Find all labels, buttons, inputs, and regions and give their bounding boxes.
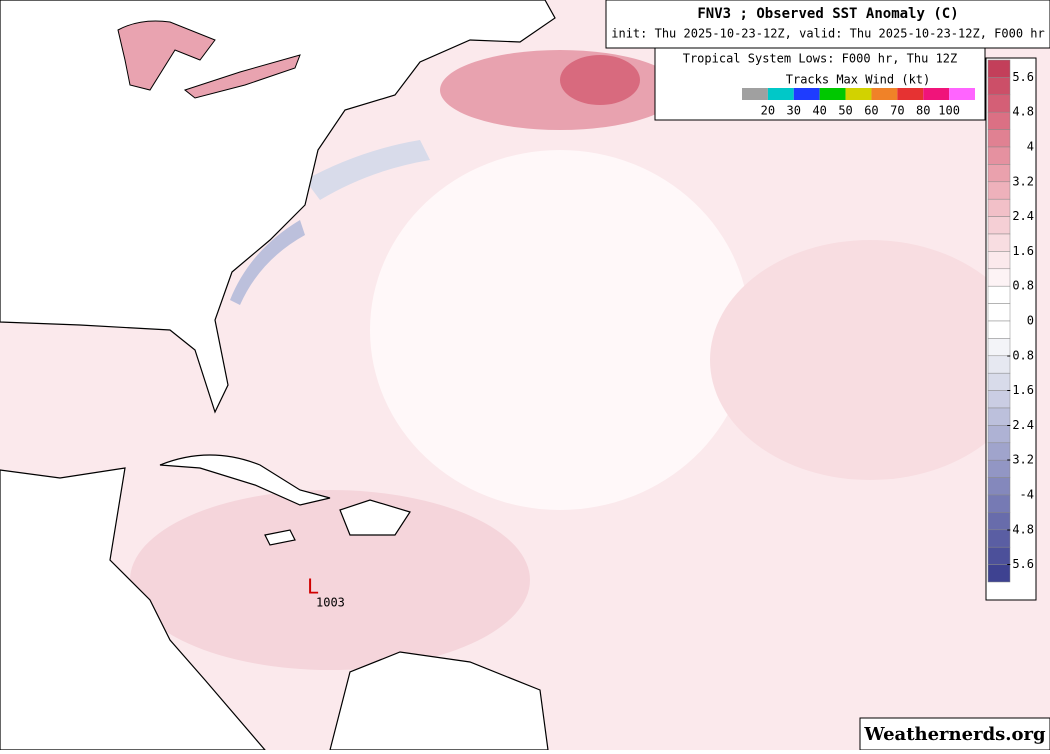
wind-color [845, 88, 872, 100]
anomaly-field [440, 50, 680, 130]
init-line: init: Thu 2025-10-23-12Z, valid: Thu 202… [611, 27, 1044, 41]
colorbar-cell [987, 164, 1011, 183]
low-symbol: L [307, 575, 319, 599]
colorbar-tick: 0 [1027, 314, 1034, 328]
tracks-label: Tracks Max Wind (kt) [786, 73, 931, 87]
header: FNV3 ; Observed SST Anomaly (C) init: Th… [605, 0, 1050, 121]
title: FNV3 ; Observed SST Anomaly (C) [697, 6, 958, 22]
anomaly-field [230, 220, 305, 305]
colorbar-tick: 0.8 [1012, 279, 1034, 293]
anomaly-field [710, 240, 1030, 480]
colorbar-cell [987, 494, 1011, 513]
wind-color [923, 88, 950, 100]
colorbar-tick: 3.2 [1012, 174, 1034, 188]
wind-color [819, 88, 846, 100]
wind-tick: 20 [761, 104, 775, 118]
wind-color [793, 88, 820, 100]
tracks-box [654, 47, 986, 121]
colorbar-cell [987, 216, 1011, 235]
colorbar-cell [987, 111, 1011, 130]
colorbar-tick: -1.6 [1005, 383, 1034, 397]
colorbar-cell [987, 320, 1011, 339]
wind-tick: 70 [890, 104, 904, 118]
colorbar-tick: 4.8 [1012, 105, 1034, 119]
colorbar-cell [987, 268, 1011, 287]
wind-tick: 50 [838, 104, 852, 118]
colorbar-tick: -4 [1020, 488, 1034, 502]
wind-color [871, 88, 898, 100]
colorbar-cell [987, 303, 1011, 322]
colorbar-cell [987, 233, 1011, 252]
wind-tick: 100 [938, 104, 960, 118]
colorbar-cell [987, 564, 1011, 583]
wind-color [897, 88, 924, 100]
colorbar-tick: 2.4 [1012, 209, 1034, 223]
colorbar-cell [987, 198, 1011, 217]
watermark: Weathernerds.org [863, 724, 1046, 745]
wind-tick: 30 [787, 104, 801, 118]
cuba [159, 454, 331, 506]
colorbar-cell [987, 129, 1011, 148]
colorbar-tick: -0.8 [1005, 348, 1034, 362]
colorbar-cell [987, 146, 1011, 165]
wind-color [767, 88, 794, 100]
colorbar-tick: 5.6 [1012, 70, 1034, 84]
watermark-box [859, 717, 1050, 751]
great-lakes [117, 20, 216, 91]
wind-color [742, 88, 768, 100]
colorbar-cell [987, 59, 1011, 78]
wind-tick: 80 [916, 104, 930, 118]
colorbar-tick: -2.4 [1005, 418, 1034, 432]
colorbar-cell [987, 181, 1011, 200]
colorbar-tick: 4 [1027, 140, 1034, 154]
colorbar-tick: -4.8 [1005, 522, 1034, 536]
colorbar-tick: 1.6 [1012, 244, 1034, 258]
colorbar-cell [987, 251, 1011, 270]
colorbar-cell [987, 477, 1011, 496]
wind-tick: 60 [864, 104, 878, 118]
anomaly-field [130, 490, 530, 670]
colorbar-tick: -3.2 [1005, 453, 1034, 467]
tropical-label: Tropical System Lows: F000 hr, Thu 12Z [683, 52, 958, 66]
anomaly-field [560, 55, 640, 105]
great-lakes [183, 54, 301, 99]
north-america [0, 0, 556, 414]
hispaniola [339, 499, 411, 536]
anomaly-field [305, 140, 430, 200]
colorbar-cell [987, 77, 1011, 96]
colorbar-tick: -5.6 [1005, 557, 1034, 571]
jamaica [264, 529, 296, 546]
anomaly-field [370, 150, 750, 510]
wind-tick: 40 [812, 104, 826, 118]
wind-color [949, 88, 975, 100]
colorbar-cell [987, 285, 1011, 304]
colorbar-cell [987, 94, 1011, 113]
low-pressure: 1003 [316, 596, 345, 610]
